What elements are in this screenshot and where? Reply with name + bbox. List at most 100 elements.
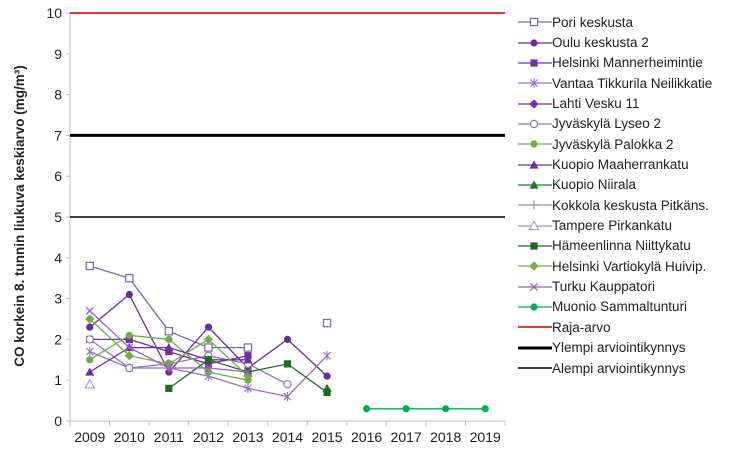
data-point — [125, 343, 134, 352]
data-point — [323, 351, 332, 361]
legend-label: Jyväskylä Palokka 2 — [552, 136, 674, 152]
data-point — [529, 180, 539, 189]
legend-label: Ylempi arviointikynnys — [552, 340, 686, 356]
legend-item: Jyväskylä Palokka 2 — [512, 134, 740, 154]
data-point — [529, 282, 539, 291]
data-point — [85, 335, 94, 344]
data-point — [530, 303, 538, 311]
data-point — [323, 372, 331, 380]
legend-symbol — [518, 59, 552, 67]
legend-label: Oulu keskusta 2 — [552, 35, 649, 51]
data-point — [528, 219, 540, 230]
data-point — [86, 356, 94, 364]
legend-symbol — [518, 219, 552, 230]
data-point — [323, 388, 331, 397]
data-point — [530, 242, 538, 250]
legend-label: Muonio Sammaltunturi — [552, 299, 688, 315]
data-point — [529, 159, 539, 169]
y-tick-label: 1 — [54, 372, 62, 388]
data-point — [204, 368, 213, 376]
legend-symbol — [518, 200, 552, 210]
data-point — [204, 343, 213, 352]
y-tick-label: 7 — [54, 127, 62, 143]
legend-label: Lahti Vesku 11 — [552, 96, 640, 112]
data-point — [283, 391, 292, 402]
legend-item: Jyväskylä Lyseo 2 — [512, 114, 740, 134]
series-14 — [85, 306, 253, 377]
data-point — [530, 59, 538, 67]
data-point — [283, 335, 292, 343]
x-tick-label: 2015 — [311, 429, 342, 445]
data-point — [125, 274, 134, 283]
series-line — [89, 338, 288, 385]
data-point — [529, 200, 539, 210]
series-11 — [84, 378, 96, 389]
legend-label: Raja-arvo — [552, 319, 611, 335]
legend-symbol — [518, 17, 552, 27]
legend-item: Alempi arviointikynnys — [512, 358, 740, 378]
legend-symbol — [518, 119, 552, 129]
data-point — [442, 405, 450, 413]
legend-symbol — [518, 367, 552, 369]
data-point — [125, 335, 133, 343]
data-point — [125, 363, 134, 373]
y-tick-label: 2 — [54, 331, 62, 347]
x-tick-label: 2011 — [154, 429, 184, 445]
data-point — [204, 360, 213, 368]
x-tick-label: 2010 — [114, 429, 145, 445]
series-group — [84, 261, 489, 413]
data-point — [125, 331, 133, 339]
legend-symbol — [518, 326, 552, 329]
legend-label: Turku Kauppatori — [552, 279, 656, 295]
data-point — [124, 351, 134, 361]
legend-label: Jyväskylä Lyseo 2 — [552, 116, 662, 132]
y-tick-label: 3 — [54, 291, 62, 307]
legend-item: Lahti Vesku 11 — [512, 93, 740, 113]
data-point — [529, 17, 539, 27]
y-tick-label: 9 — [54, 46, 62, 62]
data-point — [204, 363, 213, 373]
x-tick-label: 2009 — [74, 429, 105, 445]
legend-label: Helsinki Mannerheimintie — [552, 55, 703, 71]
series-15 — [362, 405, 489, 413]
legend-item: Helsinki Mannerheimintie — [512, 53, 740, 73]
data-point — [530, 38, 538, 47]
y-tick-label: 8 — [54, 87, 62, 103]
legend-label: Tampere Pirkankatu — [552, 218, 673, 234]
legend-item: Kuopio Niirala — [512, 175, 740, 195]
data-point — [85, 306, 94, 315]
legend-symbol — [518, 261, 552, 271]
legend-label: Kuopio Maaherrankatu — [552, 157, 689, 173]
data-point — [530, 140, 538, 148]
reference-lines — [70, 12, 505, 218]
legend-item: Pori keskusta — [512, 12, 740, 32]
legend-symbol — [518, 38, 552, 47]
legend-label: Kokkola keskusta Pitkäns. — [552, 197, 709, 213]
data-point — [85, 367, 95, 376]
y-tick-label: 0 — [54, 413, 62, 429]
x-tick-label: 2012 — [193, 429, 224, 445]
x-tick-label: 2014 — [272, 429, 303, 445]
data-point — [165, 384, 173, 392]
legend-item: Turku Kauppatori — [512, 276, 740, 296]
data-point — [86, 323, 94, 331]
data-point — [529, 261, 539, 271]
legend-item: Hämeenlinna Niittykatu — [512, 236, 740, 256]
x-tick-label: 2013 — [232, 429, 263, 445]
legend-symbol — [518, 98, 552, 109]
legend-label: Alempi arviointikynnys — [552, 360, 686, 376]
data-point — [204, 356, 213, 364]
y-axis-label: CO korkein 8. tunnin liukuva keskiarvo (… — [12, 65, 27, 367]
data-point — [243, 355, 253, 364]
data-point — [243, 367, 253, 377]
legend-item: Muonio Sammaltunturi — [512, 297, 740, 317]
data-point — [164, 327, 174, 336]
x-tick-label: 2017 — [391, 429, 422, 445]
y-tick-label: 10 — [46, 5, 62, 21]
legend-symbol — [518, 78, 552, 88]
data-point — [402, 405, 410, 413]
data-point — [85, 347, 94, 357]
legend-symbol — [518, 346, 552, 350]
data-point — [85, 314, 95, 324]
